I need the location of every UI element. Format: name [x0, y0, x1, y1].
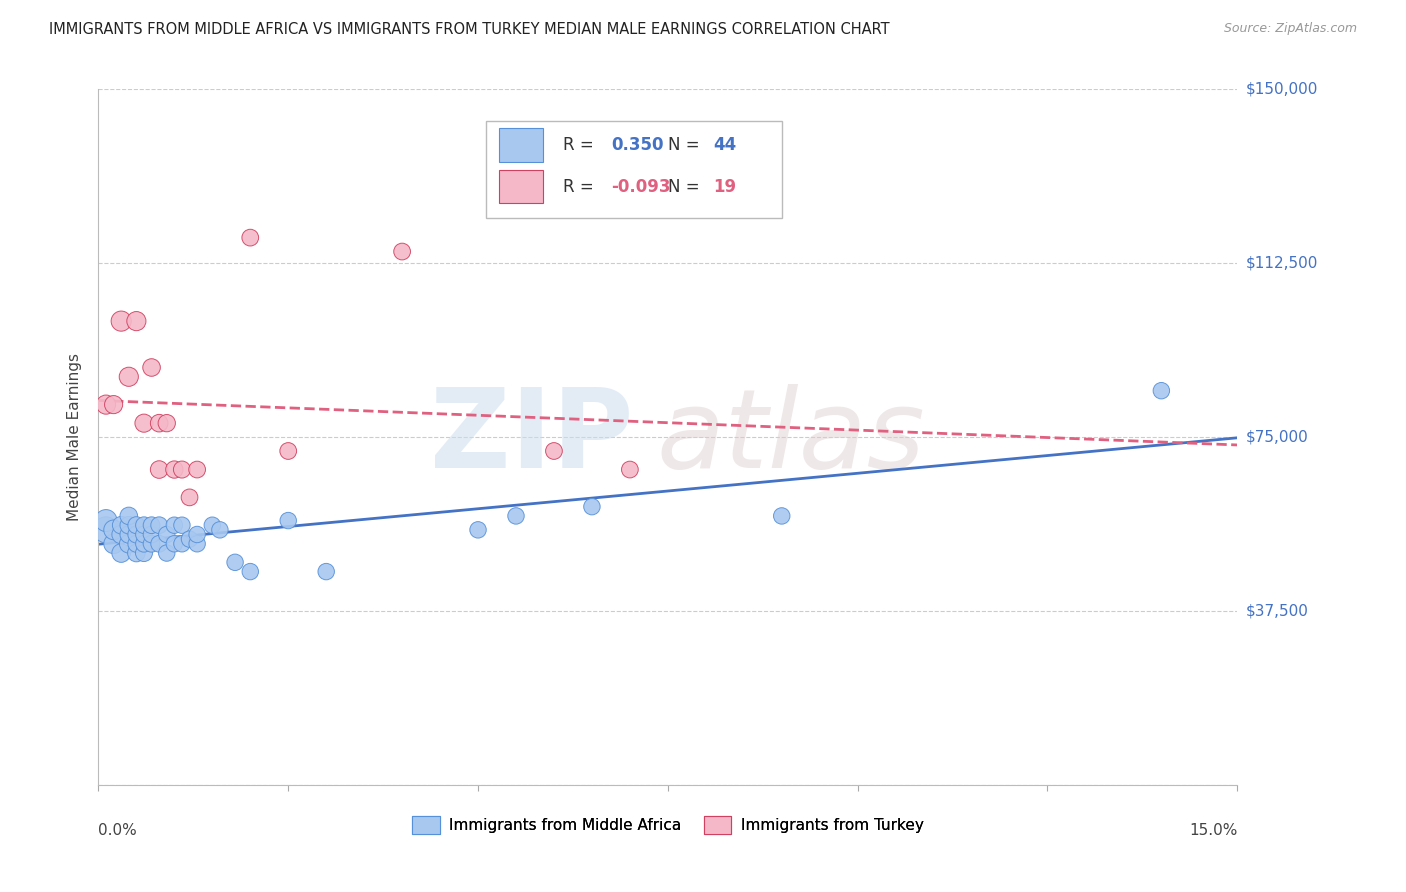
Point [148, 462, 170, 476]
Point [239, 230, 262, 244]
Text: 15.0%: 15.0% [1189, 823, 1237, 838]
Point [148, 416, 170, 430]
Point [125, 314, 148, 328]
FancyBboxPatch shape [499, 128, 543, 161]
Point [110, 527, 132, 541]
Text: $112,500: $112,500 [1246, 256, 1317, 270]
Text: 0.350: 0.350 [612, 136, 664, 153]
Point [581, 500, 603, 514]
Point [132, 527, 155, 541]
Point [118, 537, 141, 551]
Text: R =: R = [562, 136, 599, 153]
Point [125, 537, 148, 551]
Point [186, 462, 208, 476]
Point [156, 416, 179, 430]
Point [163, 518, 186, 533]
Point [170, 537, 193, 551]
Point [201, 518, 224, 533]
Point [118, 527, 141, 541]
Point [163, 462, 186, 476]
Point [163, 537, 186, 551]
Text: IMMIGRANTS FROM MIDDLE AFRICA VS IMMIGRANTS FROM TURKEY MEDIAN MALE EARNINGS COR: IMMIGRANTS FROM MIDDLE AFRICA VS IMMIGRA… [49, 22, 890, 37]
Point [239, 565, 262, 579]
Text: $75,000: $75,000 [1246, 430, 1309, 444]
Point [467, 523, 489, 537]
Point [132, 537, 155, 551]
Point [208, 523, 231, 537]
Point [125, 518, 148, 533]
Point [505, 508, 527, 523]
Point [125, 546, 148, 560]
Point [118, 369, 141, 384]
Text: ZIP: ZIP [430, 384, 634, 491]
FancyBboxPatch shape [485, 120, 782, 218]
Point [110, 314, 132, 328]
Point [179, 532, 201, 546]
Point [179, 491, 201, 505]
Point [156, 527, 179, 541]
Point [110, 546, 132, 560]
Point [118, 508, 141, 523]
Point [110, 518, 132, 533]
Point [94, 398, 117, 412]
Point [1150, 384, 1173, 398]
Point [141, 527, 163, 541]
Point [132, 546, 155, 560]
Y-axis label: Median Male Earnings: Median Male Earnings [67, 353, 83, 521]
Point [125, 527, 148, 541]
Point [156, 546, 179, 560]
Legend: Immigrants from Middle Africa, Immigrants from Turkey: Immigrants from Middle Africa, Immigrant… [406, 810, 929, 840]
Text: Source: ZipAtlas.com: Source: ZipAtlas.com [1223, 22, 1357, 36]
Point [103, 523, 125, 537]
Point [94, 523, 117, 537]
Text: 0.0%: 0.0% [98, 823, 138, 838]
Text: -0.093: -0.093 [612, 178, 671, 195]
Point [118, 518, 141, 533]
Point [170, 462, 193, 476]
Point [132, 416, 155, 430]
Point [148, 518, 170, 533]
Point [148, 537, 170, 551]
FancyBboxPatch shape [499, 169, 543, 203]
Point [543, 444, 565, 458]
Point [186, 527, 208, 541]
Text: 44: 44 [713, 136, 737, 153]
Text: R =: R = [562, 178, 599, 195]
Point [770, 508, 793, 523]
Point [141, 537, 163, 551]
Point [141, 518, 163, 533]
Point [103, 398, 125, 412]
Point [170, 518, 193, 533]
Text: 19: 19 [713, 178, 737, 195]
Point [186, 537, 208, 551]
Text: $37,500: $37,500 [1246, 604, 1309, 618]
Point [391, 244, 413, 259]
Point [141, 360, 163, 375]
Point [277, 444, 299, 458]
Point [103, 537, 125, 551]
Text: $150,000: $150,000 [1246, 82, 1317, 96]
Text: N =: N = [668, 136, 704, 153]
Point [277, 514, 299, 528]
Text: N =: N = [668, 178, 704, 195]
Text: atlas: atlas [657, 384, 925, 491]
Point [132, 518, 155, 533]
Point [619, 462, 641, 476]
Point [224, 555, 246, 569]
Point [315, 565, 337, 579]
Point [94, 514, 117, 528]
